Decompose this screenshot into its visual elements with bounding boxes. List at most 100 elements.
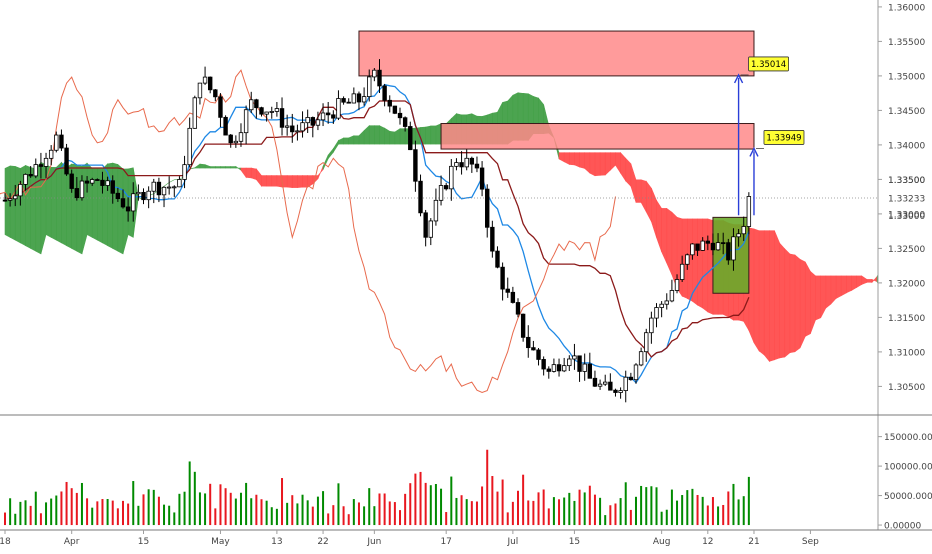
candle-down: [419, 181, 423, 213]
cloud-bullish-segment: [436, 124, 441, 144]
cloud-bullish-segment: [123, 169, 128, 254]
candle-up: [562, 366, 566, 371]
candle-up: [434, 200, 438, 221]
cloud-bullish-segment: [5, 166, 10, 237]
candle-down: [75, 188, 79, 197]
cloud-bullish-segment: [10, 166, 15, 240]
cloud-bearish-segment: [564, 153, 569, 165]
candle-up: [167, 187, 171, 188]
volume-bar-up: [620, 498, 622, 525]
volume-bar-down: [378, 493, 380, 525]
candle-down: [408, 126, 412, 149]
volume-bar-down: [101, 499, 103, 525]
callout-label: 1.33949: [766, 133, 801, 143]
candle-up: [450, 166, 454, 189]
cloud-bullish-segment: [349, 136, 354, 144]
volume-bar-down: [538, 492, 540, 525]
volume-tick-label: 50000.00000: [884, 492, 932, 502]
volume-bar-up: [266, 501, 268, 525]
volume-bar-up: [691, 489, 693, 525]
volume-tick-label: 0.00000: [884, 522, 921, 532]
candle-down: [101, 180, 105, 185]
candle-down: [475, 164, 479, 168]
candle-up: [337, 98, 341, 118]
candle-down: [485, 189, 489, 227]
volume-bar-up: [466, 499, 468, 525]
cloud-bearish-segment: [626, 158, 631, 186]
cloud-bearish-segment: [862, 276, 867, 285]
candle-up: [650, 318, 654, 333]
volume-bar-up: [19, 502, 21, 525]
volume-bar-up: [45, 502, 47, 525]
cloud-bearish-segment: [754, 229, 759, 351]
volume-bar-down: [522, 475, 524, 525]
price-label: 1.33233: [888, 195, 925, 205]
candle-down: [521, 314, 525, 337]
volume-bar-down: [127, 504, 129, 525]
cloud-bullish-segment: [379, 126, 384, 144]
x-tick-label: May: [211, 537, 230, 547]
volume-bar-up: [584, 492, 586, 525]
cloud-bullish-segment: [164, 183, 169, 187]
x-tick-label: Jul: [506, 537, 518, 547]
candle-down: [588, 364, 592, 378]
cloud-bearish-segment: [836, 276, 841, 299]
candle-up: [598, 384, 602, 386]
candle-down: [342, 98, 346, 102]
volume-bar-up: [666, 510, 668, 525]
volume-bar-up: [743, 496, 745, 525]
candle-up: [296, 131, 300, 132]
volume-bar-up: [35, 492, 37, 525]
volume-bar-up: [455, 498, 457, 525]
candle-up: [429, 221, 433, 237]
volume-bar-down: [4, 513, 6, 526]
x-tick-label: 15: [138, 537, 149, 547]
cloud-bearish-segment: [816, 276, 821, 320]
candle-up: [172, 187, 176, 188]
candle-up: [106, 181, 110, 186]
candle-down: [3, 200, 7, 201]
candle-down: [311, 117, 315, 125]
cloud-bullish-segment: [236, 167, 241, 171]
candle-up: [639, 352, 643, 365]
candle-down: [378, 70, 382, 86]
x-tick-label: 18: [0, 537, 11, 547]
candle-up: [465, 158, 469, 167]
x-tick-label: Jun: [366, 537, 381, 547]
cloud-bearish-segment: [780, 243, 785, 358]
candle-down: [357, 94, 361, 102]
candle-down: [85, 181, 89, 183]
candle-up: [691, 244, 695, 255]
candle-down: [255, 100, 259, 108]
cloud-bullish-segment: [385, 128, 390, 144]
y-tick-label: 1.32500: [888, 245, 925, 255]
candle-down: [721, 243, 725, 244]
volume-bar-down: [40, 513, 42, 525]
volume-bar-down: [722, 505, 724, 525]
cloud-bearish-segment: [646, 181, 651, 221]
candle-down: [208, 77, 212, 90]
cloud-bearish-segment: [569, 153, 574, 165]
volume-bar-down: [491, 476, 493, 525]
volume-bar-up: [738, 499, 740, 525]
candle-up: [367, 77, 371, 97]
candle-up: [306, 117, 310, 122]
candle-up: [234, 141, 238, 142]
volume-bar-down: [71, 488, 73, 525]
cloud-bearish-segment: [764, 231, 769, 362]
cloud-bearish-segment: [641, 180, 646, 212]
callout-label: 1.35014: [751, 60, 786, 70]
volume-bar-down: [589, 486, 591, 525]
volume-bar-up: [563, 498, 565, 526]
volume-bar-down: [76, 493, 78, 525]
candle-down: [501, 267, 505, 289]
cloud-bearish-segment: [857, 276, 862, 288]
candle-up: [44, 158, 48, 166]
candle-down: [219, 97, 223, 118]
candle-down: [557, 365, 561, 371]
candle-up: [552, 365, 556, 372]
volume-bar-down: [117, 508, 119, 525]
candle-down: [547, 369, 551, 371]
candle-down: [29, 174, 33, 176]
volume-bar-up: [656, 487, 658, 525]
